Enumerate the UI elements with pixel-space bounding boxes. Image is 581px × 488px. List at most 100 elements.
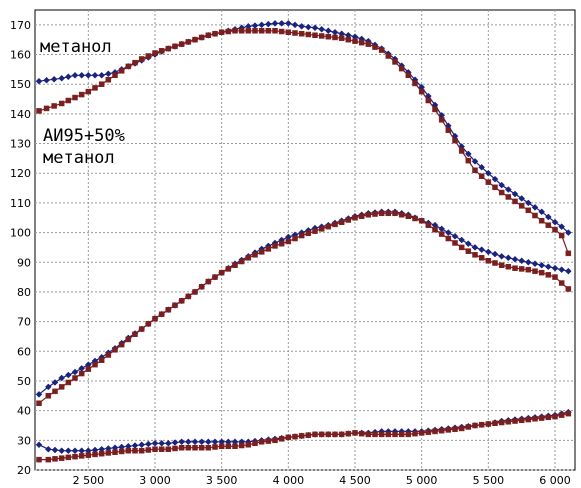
data-point xyxy=(185,444,192,451)
data-point xyxy=(292,235,298,242)
data-point xyxy=(272,28,278,34)
data-point xyxy=(51,103,57,109)
data-point xyxy=(518,417,525,424)
data-point xyxy=(324,27,332,35)
data-point xyxy=(64,371,72,379)
data-point xyxy=(152,50,158,56)
data-point xyxy=(272,437,278,444)
data-point xyxy=(245,28,252,34)
data-point xyxy=(105,450,112,456)
data-point xyxy=(504,186,512,193)
data-point xyxy=(178,438,186,446)
data-point xyxy=(98,450,105,457)
y-tick-label: 170 xyxy=(10,19,31,32)
annotation-ai95-blend: АИ95+50% xyxy=(43,126,125,146)
data-point xyxy=(385,53,392,59)
data-point xyxy=(372,44,378,50)
data-point xyxy=(78,71,86,79)
data-point xyxy=(558,412,565,418)
data-point xyxy=(51,446,59,454)
data-point xyxy=(345,217,352,223)
data-point xyxy=(445,427,452,433)
y-tick-label: 20 xyxy=(17,464,31,477)
data-point xyxy=(125,447,132,454)
data-point xyxy=(125,63,132,70)
data-point xyxy=(318,431,325,438)
y-tick-label: 130 xyxy=(10,138,31,151)
y-tick-label: 140 xyxy=(10,108,31,121)
y-tick-label: 40 xyxy=(17,405,31,418)
data-point xyxy=(212,444,218,450)
data-point xyxy=(178,298,185,304)
data-point xyxy=(358,213,365,220)
data-point xyxy=(531,204,539,211)
data-point xyxy=(51,379,59,386)
data-point xyxy=(405,431,412,438)
data-point xyxy=(35,77,43,85)
data-point xyxy=(545,272,552,278)
data-point xyxy=(472,422,478,429)
data-point xyxy=(544,213,552,221)
data-point xyxy=(191,438,199,446)
data-point xyxy=(518,257,526,265)
data-point xyxy=(412,80,418,87)
data-point xyxy=(504,254,512,262)
data-point xyxy=(78,453,85,459)
data-point xyxy=(545,222,552,228)
data-point xyxy=(72,453,78,460)
annotation-methanol-2: метанол xyxy=(43,148,115,168)
data-point xyxy=(385,431,392,438)
data-point xyxy=(292,30,298,36)
data-point xyxy=(252,440,258,447)
data-point xyxy=(152,446,158,452)
data-point xyxy=(145,321,152,327)
data-point xyxy=(425,222,432,228)
data-point xyxy=(312,32,318,38)
data-point xyxy=(158,439,166,447)
data-point xyxy=(358,430,365,437)
data-point xyxy=(538,415,545,421)
data-point xyxy=(252,252,258,258)
data-point xyxy=(58,384,65,390)
data-point xyxy=(198,283,205,290)
y-tick-label: 50 xyxy=(17,375,31,388)
data-point xyxy=(105,352,112,358)
data-point xyxy=(418,217,425,224)
data-point xyxy=(565,250,572,257)
data-point xyxy=(118,68,125,74)
y-tick-label: 150 xyxy=(10,78,31,91)
data-point xyxy=(178,444,185,451)
data-point xyxy=(332,34,338,41)
data-point xyxy=(245,255,252,261)
data-point xyxy=(58,374,66,382)
series-group xyxy=(35,20,572,463)
data-point xyxy=(43,76,50,84)
data-point xyxy=(212,30,218,37)
data-point xyxy=(218,29,225,36)
x-tick-label: 4 500 xyxy=(339,474,371,487)
data-point xyxy=(412,215,418,222)
data-point xyxy=(532,268,538,274)
data-point xyxy=(452,137,458,144)
data-point xyxy=(464,240,472,248)
data-point xyxy=(398,431,405,438)
data-point xyxy=(525,266,532,273)
data-point xyxy=(398,212,405,218)
data-point xyxy=(392,210,398,217)
data-point xyxy=(64,447,72,455)
data-point xyxy=(378,431,385,438)
data-point xyxy=(465,248,472,254)
data-point xyxy=(118,448,125,455)
data-point xyxy=(205,278,212,285)
data-point xyxy=(278,436,285,442)
data-point xyxy=(385,210,392,217)
data-point xyxy=(318,25,326,33)
data-point xyxy=(165,45,172,52)
data-point xyxy=(118,341,125,348)
data-point xyxy=(184,438,192,446)
data-point xyxy=(518,203,525,209)
data-point xyxy=(132,59,138,66)
data-point xyxy=(72,375,78,381)
data-point xyxy=(452,240,458,246)
